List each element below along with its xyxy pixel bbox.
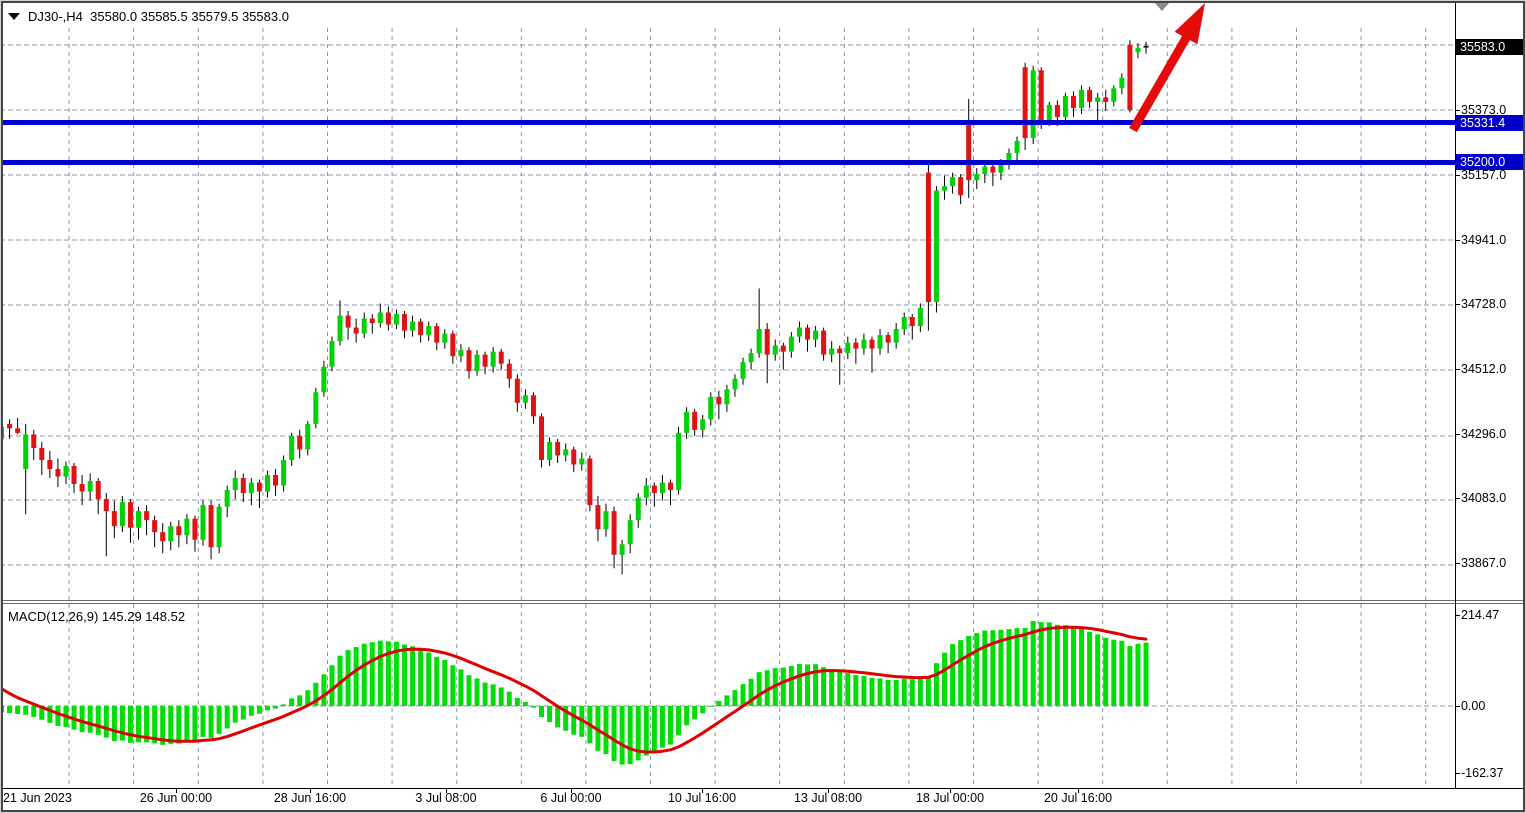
chart-title-row: DJ30-,H4 35580.0 35585.5 35579.5 35583.0 [8, 7, 289, 25]
time-axis-tick [571, 788, 572, 793]
price-axis-label: 34296.0 [1461, 427, 1507, 442]
time-axis-label: 28 Jun 16:00 [273, 791, 347, 805]
macd-indicator-chart[interactable] [0, 604, 1455, 788]
price-axis-tick [1455, 304, 1460, 306]
support-line-35200[interactable] [0, 159, 1455, 165]
price-axis-tick [1455, 174, 1460, 176]
price-axis-label: 34728.0 [1461, 297, 1507, 312]
price-axis-label: 34941.0 [1461, 232, 1507, 247]
level-price-badge-35200: 35200.0 [1456, 154, 1524, 171]
time-axis-tick [446, 788, 447, 793]
up-arrow-annotation[interactable] [1120, 0, 1230, 140]
price-axis-tick [1455, 563, 1460, 565]
macd-axis-label: 0.00 [1461, 699, 1486, 713]
price-axis-label: 35373.0 [1461, 103, 1507, 117]
price-axis-tick [1455, 434, 1460, 436]
price-axis-line [1455, 3, 1456, 789]
price-axis-tick [1455, 369, 1460, 371]
time-axis-label: 26 Jun 00:00 [139, 791, 213, 805]
chart-shift-marker-icon[interactable] [1154, 2, 1170, 11]
time-axis-tick [176, 788, 177, 793]
macd-axis-tick [1455, 773, 1460, 774]
time-axis-label: 6 Jul 00:00 [540, 791, 602, 805]
price-axis-label: 34083.0 [1461, 491, 1507, 506]
panel-separator-top[interactable] [0, 600, 1526, 601]
time-axis-tick [1078, 788, 1079, 793]
time-axis-label: 21 Jun 2023 [3, 791, 72, 805]
macd-axis-label: 214.47 [1461, 608, 1500, 622]
level-price-badge-35331: 35331.4 [1456, 114, 1524, 131]
up-arrow-icon[interactable] [1129, 3, 1205, 133]
price-axis-label: 33867.0 [1461, 556, 1507, 571]
macd-axis-tick [1455, 615, 1460, 616]
price-axis-label: 34512.0 [1461, 362, 1507, 377]
resistance-line-35331[interactable] [0, 120, 1455, 126]
macd-axis-label: -162.37 [1461, 766, 1504, 780]
symbol-dropdown-icon[interactable] [8, 12, 20, 20]
time-axis-label: 13 Jul 08:00 [793, 791, 863, 805]
price-axis-tick [1455, 110, 1460, 111]
price-axis-tick [1455, 498, 1460, 500]
price-axis-tick [1455, 239, 1460, 241]
candlestick-chart[interactable] [0, 28, 1455, 600]
time-axis-tick [828, 788, 829, 793]
current-price-badge: 35583.0 [1456, 38, 1524, 55]
macd-axis-tick [1455, 706, 1460, 707]
time-axis-tick [702, 788, 703, 793]
price-axis-label: 35157.0 [1461, 167, 1507, 182]
time-axis-label: 18 Jul 00:00 [915, 791, 985, 805]
time-axis-label: 3 Jul 08:00 [415, 791, 477, 805]
time-axis-label: 10 Jul 16:00 [667, 791, 737, 805]
panel-separator-bottom[interactable] [0, 603, 1526, 604]
time-axis-tick [950, 788, 951, 793]
time-axis-label: 20 Jul 16:00 [1043, 791, 1113, 805]
time-axis-line [0, 788, 1523, 789]
symbol-ohlc-title: DJ30-,H4 35580.0 35585.5 35579.5 35583.0 [28, 8, 289, 24]
macd-indicator-label: MACD(12,26,9) 145.29 148.52 [8, 609, 186, 624]
time-axis-tick [310, 788, 311, 793]
